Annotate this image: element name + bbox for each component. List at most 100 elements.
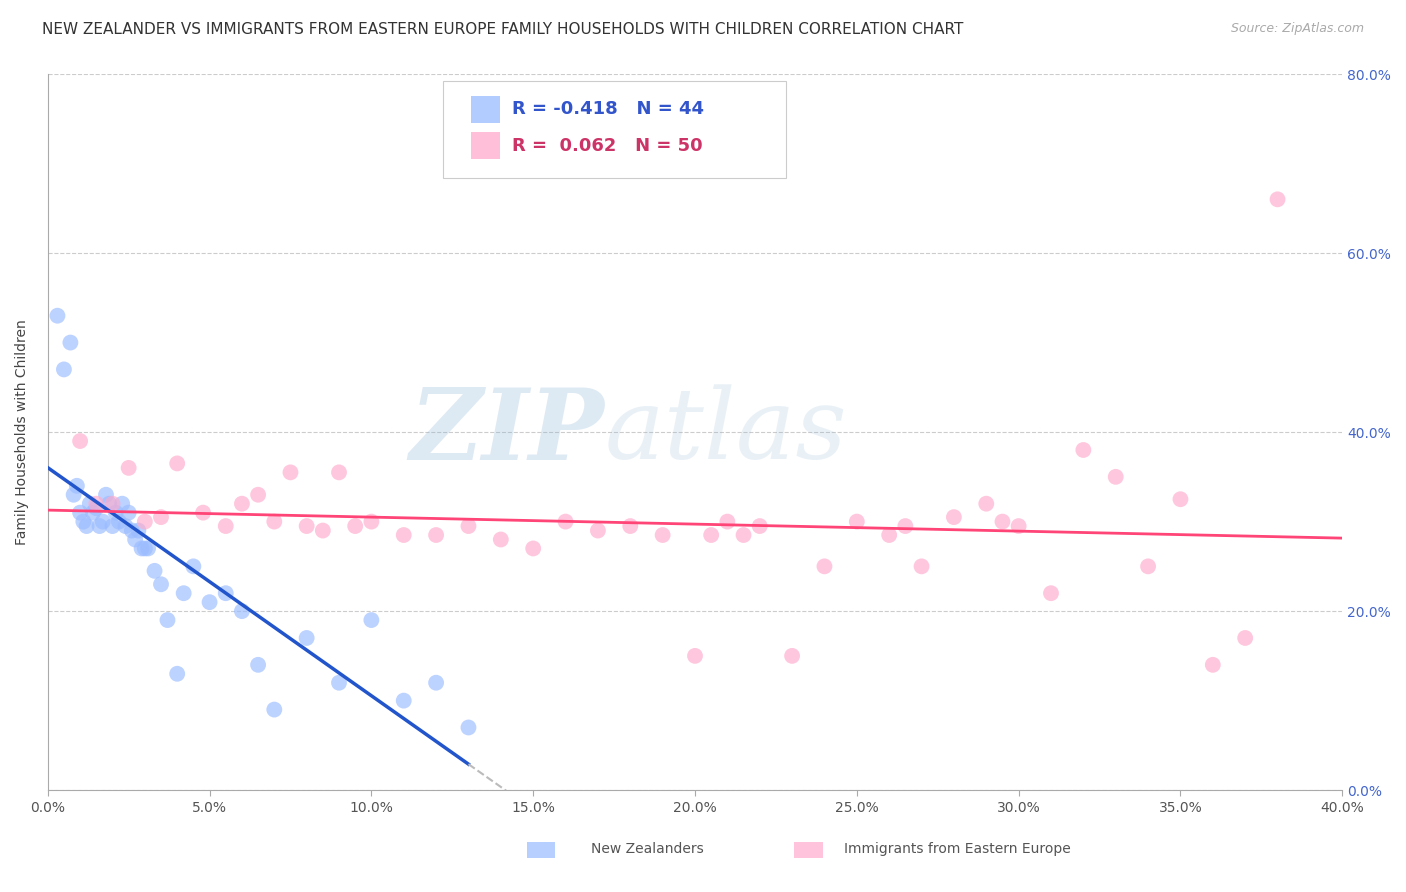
Point <box>1073 442 1095 457</box>
Point <box>780 648 803 663</box>
Point <box>586 524 609 538</box>
Text: R =  0.062   N = 50: R = 0.062 N = 50 <box>512 136 703 154</box>
Point <box>69 506 91 520</box>
Point <box>231 497 253 511</box>
Point <box>108 515 131 529</box>
Point <box>1137 559 1160 574</box>
Point <box>1170 492 1192 507</box>
Point <box>84 497 107 511</box>
Point <box>360 515 382 529</box>
Text: Immigrants from Eastern Europe: Immigrants from Eastern Europe <box>844 842 1070 856</box>
Point <box>522 541 544 556</box>
Point <box>328 675 350 690</box>
Point <box>813 559 835 574</box>
Point <box>134 515 156 529</box>
Point <box>191 506 214 520</box>
Point <box>991 515 1014 529</box>
Text: NEW ZEALANDER VS IMMIGRANTS FROM EASTERN EUROPE FAMILY HOUSEHOLDS WITH CHILDREN : NEW ZEALANDER VS IMMIGRANTS FROM EASTERN… <box>42 22 963 37</box>
Point <box>166 666 188 681</box>
Point <box>295 631 318 645</box>
Point <box>215 519 238 533</box>
Point <box>700 528 723 542</box>
Point <box>111 497 134 511</box>
Point <box>280 466 302 480</box>
Point <box>76 519 98 533</box>
Bar <box>471 95 499 123</box>
Point <box>974 497 997 511</box>
Point <box>101 519 124 533</box>
Point <box>121 524 143 538</box>
Point <box>425 528 447 542</box>
Point <box>156 613 179 627</box>
Point <box>247 657 270 672</box>
Point <box>131 541 153 556</box>
Point <box>89 519 111 533</box>
Point <box>1267 192 1289 206</box>
Point <box>344 519 367 533</box>
Text: ZIP: ZIP <box>409 384 605 480</box>
Point <box>136 541 159 556</box>
Point <box>1202 657 1225 672</box>
Point <box>143 564 166 578</box>
Point <box>98 497 121 511</box>
Point <box>118 461 141 475</box>
Point <box>69 434 91 448</box>
Y-axis label: Family Households with Children: Family Households with Children <box>15 319 30 545</box>
Point <box>392 693 415 707</box>
Point <box>894 519 917 533</box>
Point <box>118 506 141 520</box>
Point <box>392 528 415 542</box>
Point <box>127 524 149 538</box>
Point <box>425 675 447 690</box>
Point <box>651 528 673 542</box>
Point <box>231 604 253 618</box>
Point <box>173 586 195 600</box>
Point <box>101 497 124 511</box>
Point <box>716 515 738 529</box>
Point <box>457 519 479 533</box>
Point <box>79 497 101 511</box>
Point <box>150 577 173 591</box>
Point <box>124 533 146 547</box>
Point <box>1040 586 1063 600</box>
Point <box>263 515 285 529</box>
Point <box>114 519 136 533</box>
Point <box>328 466 350 480</box>
Point <box>247 488 270 502</box>
Point <box>489 533 512 547</box>
Point <box>166 457 188 471</box>
Point <box>198 595 221 609</box>
Point <box>683 648 706 663</box>
Text: R = -0.418   N = 44: R = -0.418 N = 44 <box>512 100 704 119</box>
Point <box>845 515 868 529</box>
Point <box>134 541 156 556</box>
Point <box>910 559 932 574</box>
Point <box>554 515 576 529</box>
Point <box>1105 470 1128 484</box>
Point <box>1234 631 1257 645</box>
Point <box>150 510 173 524</box>
Point <box>84 501 107 516</box>
Point <box>619 519 641 533</box>
Point <box>66 479 89 493</box>
Point <box>263 702 285 716</box>
Point <box>1007 519 1029 533</box>
Point <box>215 586 238 600</box>
Point <box>46 309 69 323</box>
Point <box>59 335 82 350</box>
Point <box>877 528 900 542</box>
Point <box>52 362 75 376</box>
Point <box>104 506 127 520</box>
Point <box>94 488 117 502</box>
Text: Source: ZipAtlas.com: Source: ZipAtlas.com <box>1230 22 1364 36</box>
Point <box>62 488 84 502</box>
Bar <box>471 132 499 159</box>
Point <box>72 515 94 529</box>
Point <box>183 559 205 574</box>
Point <box>91 515 114 529</box>
Point <box>312 524 335 538</box>
Point <box>733 528 755 542</box>
Point <box>942 510 965 524</box>
Text: atlas: atlas <box>605 384 848 480</box>
FancyBboxPatch shape <box>443 81 786 178</box>
